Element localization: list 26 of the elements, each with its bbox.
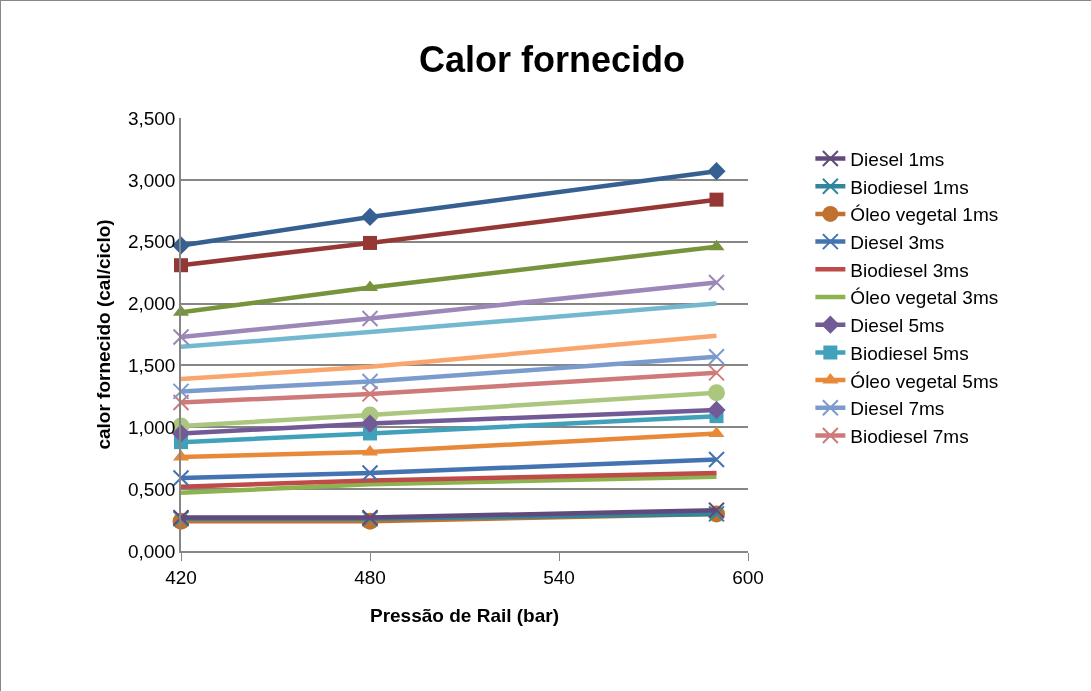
x-axis-title: Pressão de Rail (bar) <box>369 604 560 626</box>
y-tick-label: 3,000 <box>127 169 176 191</box>
legend-label: Diesel 1ms <box>850 148 945 170</box>
y-axis-title: calor fornecido (cal/ciclo) <box>93 219 115 450</box>
x-tick-label: 480 <box>354 566 386 588</box>
legend-label: Óleo vegetal 1ms <box>850 204 999 226</box>
chart-title: Calor fornecido <box>418 39 685 81</box>
legend-label: Biodiesel 1ms <box>850 176 969 198</box>
legend-label: Biodiesel 3ms <box>850 259 969 281</box>
x-tick-label: 420 <box>165 566 197 588</box>
y-tick-label: 1,500 <box>127 355 176 377</box>
legend-label: Diesel 7ms <box>850 398 945 420</box>
legend-label: Diesel 3ms <box>850 232 945 254</box>
legend-label: Óleo vegetal 5ms <box>850 370 999 392</box>
y-tick-label: 2,500 <box>127 231 176 253</box>
y-tick-label: 0,500 <box>127 478 176 500</box>
y-tick-label: 1,000 <box>127 416 176 438</box>
y-tick-label: 3,500 <box>127 107 176 129</box>
y-tick-label: 0,000 <box>127 540 176 562</box>
legend-label: Biodiesel 7ms <box>850 425 969 447</box>
x-tick-label: 540 <box>543 566 575 588</box>
legend-label: Diesel 5ms <box>850 315 945 337</box>
x-tick-label: 600 <box>732 566 764 588</box>
legend-label: Óleo vegetal 3ms <box>850 287 999 309</box>
legend-label: Biodiesel 5ms <box>850 342 969 364</box>
y-tick-label: 2,000 <box>127 293 176 315</box>
